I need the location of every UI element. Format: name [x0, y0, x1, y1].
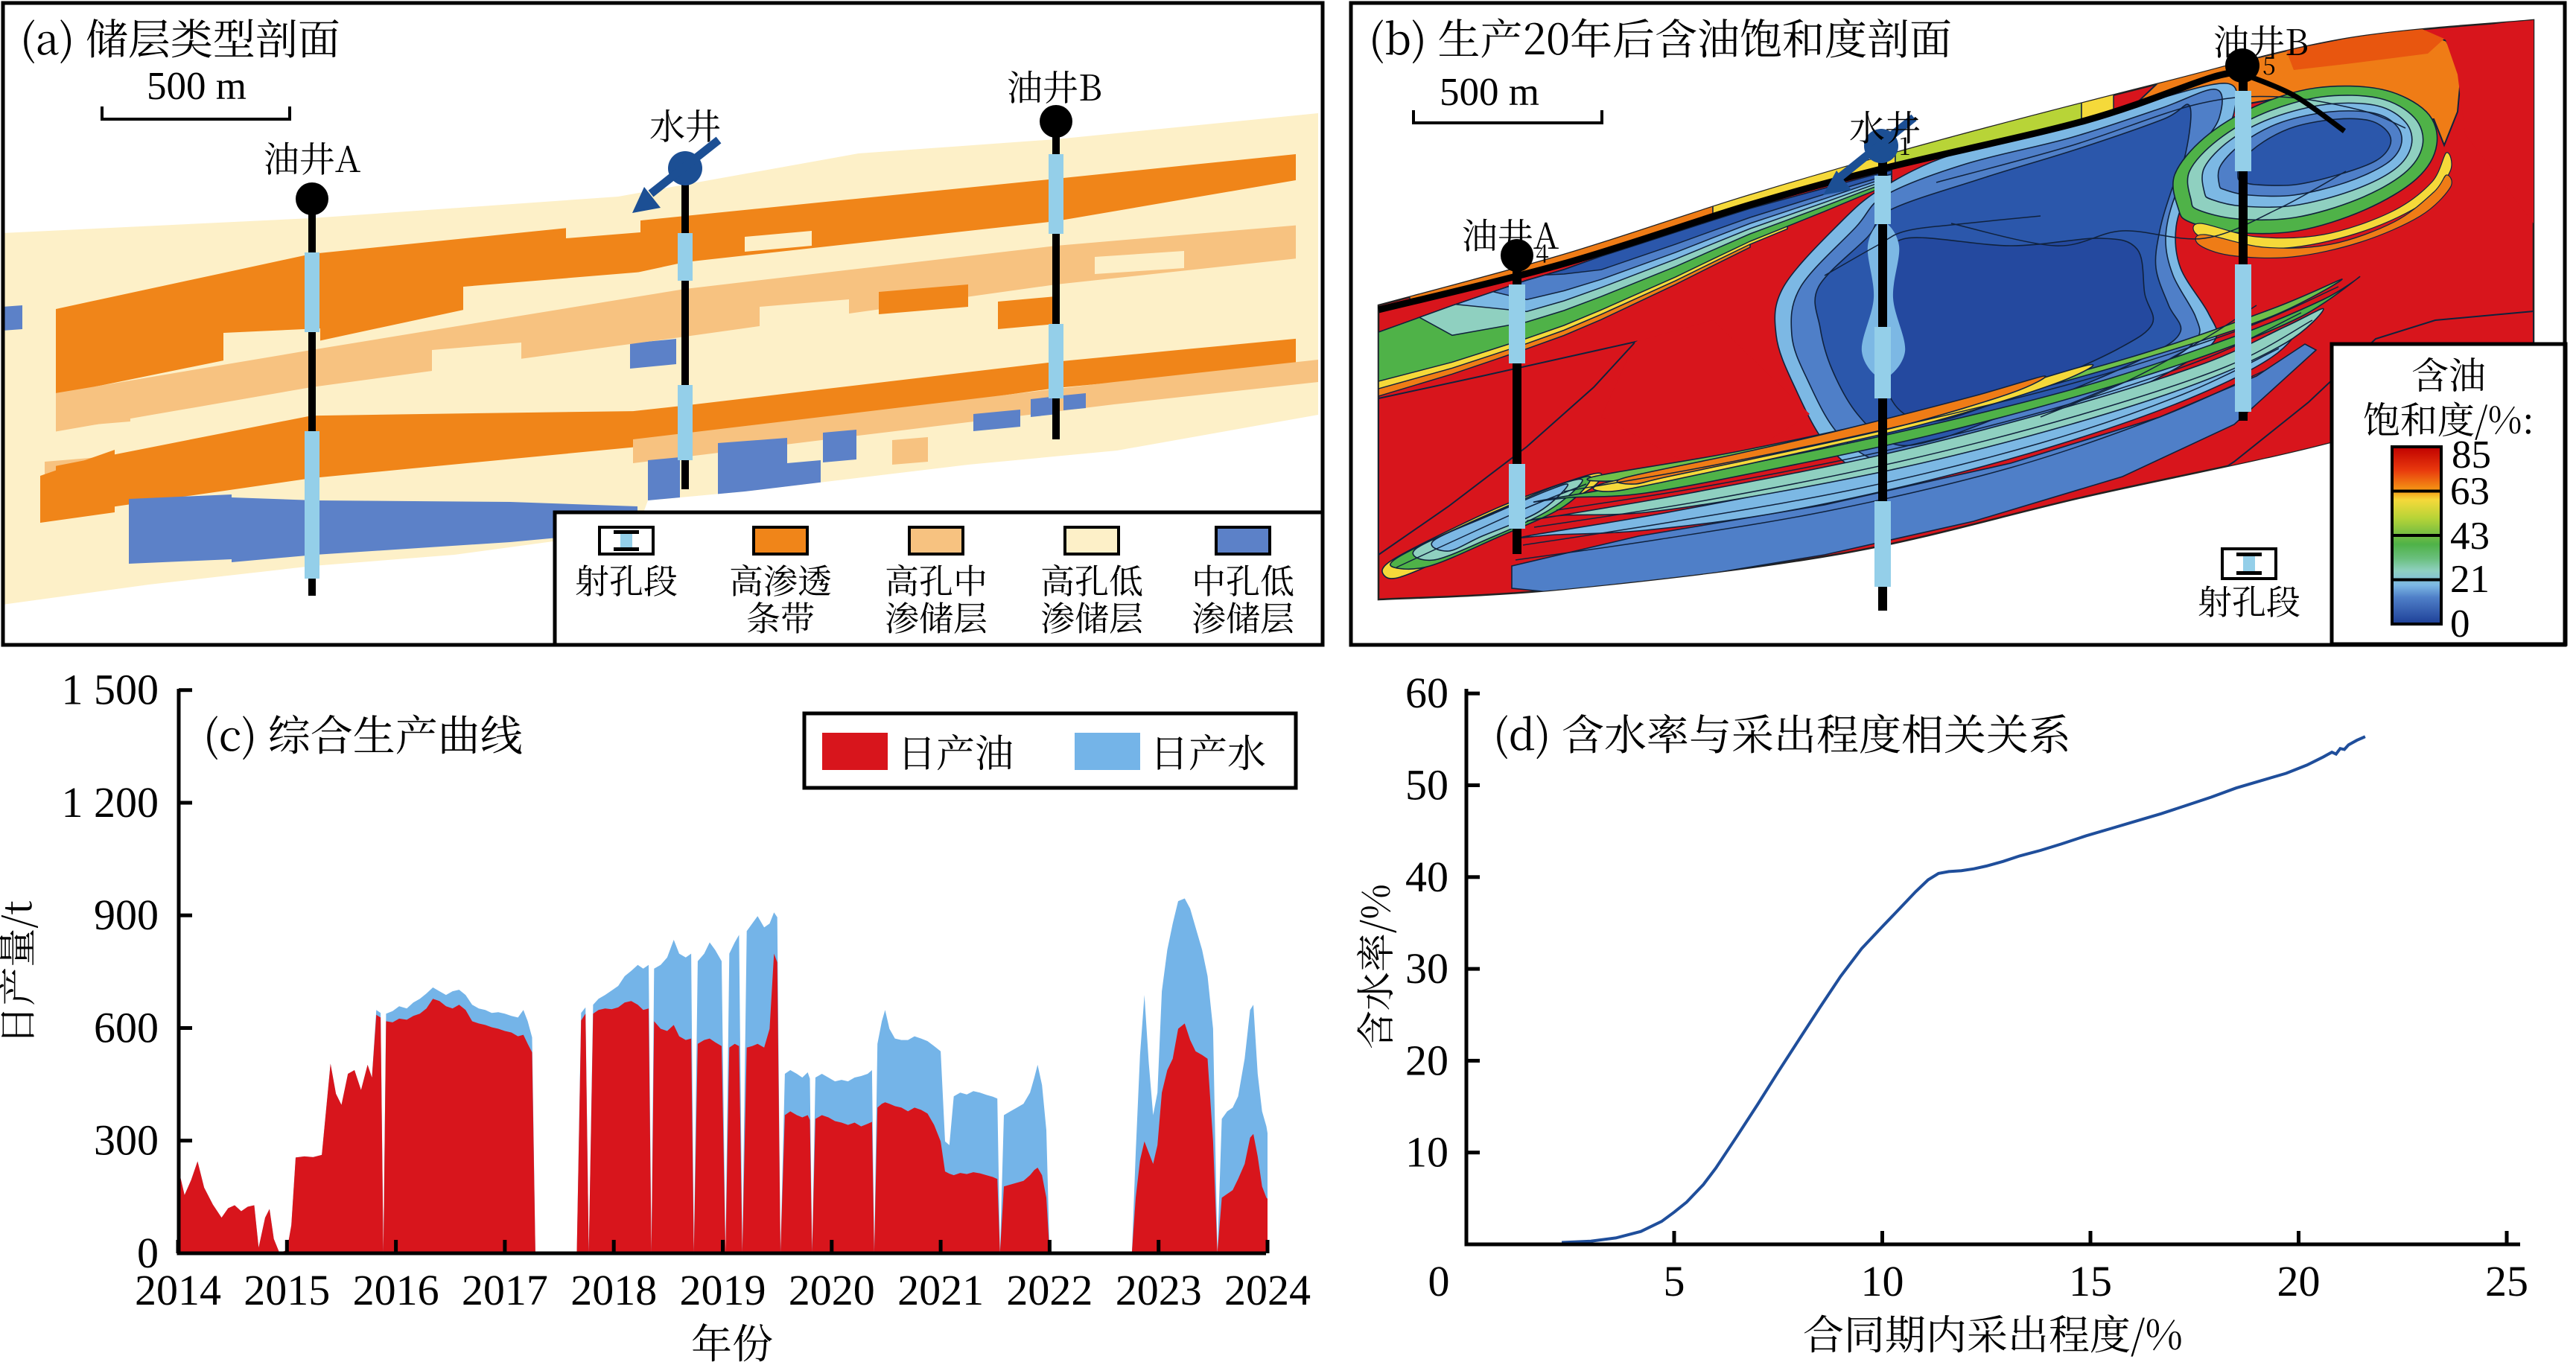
- svg-text:20: 20: [2277, 1257, 2321, 1305]
- svg-text:2019: 2019: [680, 1266, 766, 1314]
- svg-text:0: 0: [137, 1229, 159, 1277]
- svg-text:50: 50: [1405, 761, 1448, 809]
- svg-text:5: 5: [1664, 1257, 1685, 1305]
- svg-text:500 m: 500 m: [147, 65, 247, 108]
- svg-text:60: 60: [1405, 669, 1448, 717]
- svg-text:30: 30: [1405, 944, 1448, 993]
- svg-text:85: 85: [2452, 433, 2491, 477]
- svg-text:2023: 2023: [1116, 1266, 1202, 1314]
- svg-text:40: 40: [1405, 853, 1448, 901]
- svg-text:2020: 2020: [789, 1266, 875, 1314]
- svg-text:500 m: 500 m: [1440, 71, 1539, 114]
- svg-text:25: 25: [2485, 1257, 2528, 1305]
- svg-text:1 200: 1 200: [62, 778, 159, 827]
- svg-text:2024: 2024: [1224, 1266, 1311, 1314]
- svg-text:2022: 2022: [1006, 1266, 1093, 1314]
- svg-text:300: 300: [94, 1116, 159, 1165]
- svg-text:2021: 2021: [897, 1266, 984, 1314]
- svg-text:20: 20: [1405, 1036, 1448, 1084]
- svg-text:63: 63: [2450, 470, 2490, 513]
- svg-text:21: 21: [2450, 558, 2490, 601]
- svg-text:10: 10: [1405, 1128, 1448, 1177]
- svg-text:2016: 2016: [353, 1266, 439, 1314]
- svg-text:10: 10: [1861, 1257, 1904, 1305]
- svg-text:0: 0: [1428, 1257, 1450, 1305]
- svg-text:2018: 2018: [570, 1266, 657, 1314]
- svg-text:0: 0: [2450, 602, 2470, 646]
- svg-text:600: 600: [94, 1004, 159, 1052]
- svg-text:2014: 2014: [135, 1266, 221, 1314]
- svg-text:900: 900: [94, 891, 159, 939]
- svg-text:2017: 2017: [462, 1266, 548, 1314]
- svg-text:15: 15: [2069, 1257, 2112, 1305]
- svg-text:2015: 2015: [244, 1266, 330, 1314]
- svg-text:1 500: 1 500: [62, 666, 159, 714]
- svg-text:43: 43: [2450, 515, 2490, 558]
